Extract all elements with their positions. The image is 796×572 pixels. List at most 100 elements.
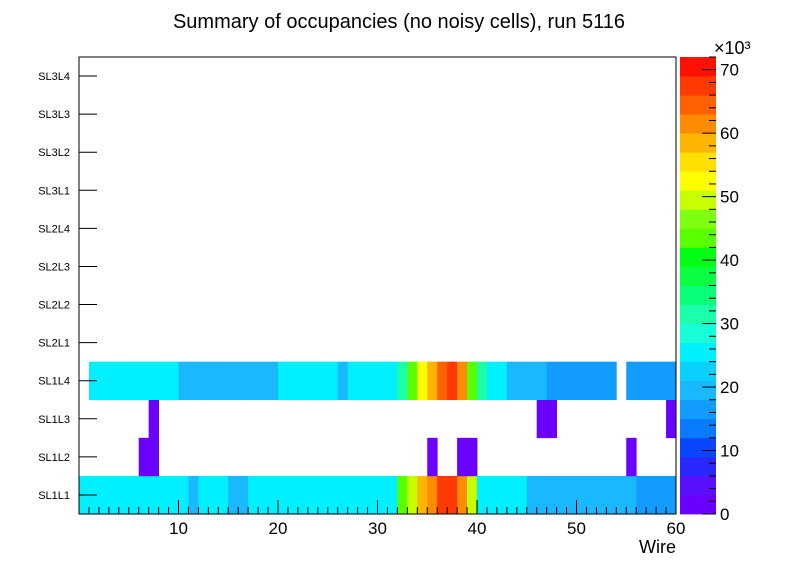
heatmap-cell bbox=[516, 475, 528, 515]
palette-swatch bbox=[680, 152, 716, 172]
palette-swatch bbox=[680, 342, 716, 363]
heatmap-cell bbox=[397, 475, 408, 515]
heatmap-cell bbox=[228, 361, 239, 401]
heatmap-cell bbox=[148, 361, 159, 401]
heatmap-cell bbox=[536, 475, 548, 515]
heatmap-cell bbox=[576, 475, 587, 515]
heatmap-cell bbox=[477, 475, 488, 515]
heatmap-cell bbox=[467, 475, 478, 515]
x-axis: 10 20 30 40 50 60 bbox=[88, 500, 685, 538]
x-tick-label: 40 bbox=[468, 519, 487, 538]
heatmap-cell bbox=[586, 361, 597, 401]
palette-swatch bbox=[680, 209, 716, 229]
heatmap-cell bbox=[178, 475, 189, 515]
heatmap-cell bbox=[168, 361, 179, 401]
palette-swatch bbox=[680, 380, 716, 401]
heatmap-cell bbox=[128, 361, 140, 401]
heatmap-cell bbox=[347, 361, 358, 401]
heatmap-cell bbox=[546, 361, 557, 401]
heatmap-cell bbox=[148, 475, 159, 515]
heatmap-cell bbox=[188, 361, 199, 401]
heatmap-cell bbox=[457, 437, 468, 477]
heatmap-cell bbox=[287, 475, 299, 515]
heatmap-cell bbox=[258, 361, 269, 401]
heatmap-cell bbox=[516, 361, 528, 401]
heatmap-cell bbox=[427, 361, 438, 401]
heatmap-cell bbox=[377, 361, 388, 401]
plot-frame bbox=[78, 56, 677, 515]
palette-swatch bbox=[680, 95, 716, 115]
palette-swatch bbox=[680, 418, 716, 439]
heatmap-cell bbox=[198, 475, 209, 515]
heatmap-cell bbox=[98, 475, 110, 515]
z-tick-label: 40 bbox=[720, 251, 739, 270]
palette-swatch bbox=[680, 133, 716, 153]
heatmap-cell bbox=[636, 475, 647, 515]
palette-swatch bbox=[680, 494, 716, 515]
heatmap-cell bbox=[626, 437, 637, 477]
color-palette bbox=[680, 57, 716, 515]
heatmap-cell bbox=[168, 475, 179, 515]
x-tick-label: 20 bbox=[269, 519, 288, 538]
heatmap-cell bbox=[128, 475, 140, 515]
heatmap-cell bbox=[427, 475, 438, 515]
heatmap-cell bbox=[278, 361, 289, 401]
heatmap-cell bbox=[178, 361, 189, 401]
heatmap-cell bbox=[138, 475, 150, 515]
heatmap-cell bbox=[118, 475, 130, 515]
heatmap-cell bbox=[317, 361, 329, 401]
heatmap-cell bbox=[367, 475, 378, 515]
palette-swatch bbox=[680, 76, 716, 96]
heatmap-cell bbox=[357, 475, 368, 515]
y-tick-label: SL1L4 bbox=[38, 376, 70, 388]
palette-swatch bbox=[680, 361, 716, 382]
heatmap-cell bbox=[437, 475, 448, 515]
heatmap-cell bbox=[268, 475, 279, 515]
heatmap-cell bbox=[387, 475, 398, 515]
heatmap-cell bbox=[427, 437, 438, 477]
y-tick-label: SL2L4 bbox=[38, 223, 70, 235]
palette-swatch bbox=[680, 323, 716, 344]
heatmap-cell bbox=[486, 475, 498, 515]
heatmap-cell bbox=[377, 475, 388, 515]
z-tick-label: 0 bbox=[720, 505, 729, 524]
heatmap-cell bbox=[297, 475, 309, 515]
z-axis: 0 10 20 30 40 50 60 70 bbox=[702, 56, 739, 524]
palette-swatch bbox=[680, 57, 716, 77]
heatmap-cell bbox=[457, 361, 468, 401]
z-tick-label: 50 bbox=[720, 188, 739, 207]
heatmap-cell bbox=[546, 475, 557, 515]
heatmap-cells bbox=[79, 361, 677, 515]
heatmap-cell bbox=[208, 475, 219, 515]
heatmap-cell bbox=[337, 361, 349, 401]
heatmap-cell bbox=[337, 475, 349, 515]
heatmap-cell bbox=[148, 399, 159, 439]
heatmap-cell bbox=[616, 475, 627, 515]
heatmap-cell bbox=[297, 361, 309, 401]
heatmap-cell bbox=[407, 361, 418, 401]
palette-swatch bbox=[680, 437, 716, 458]
heatmap-cell bbox=[307, 361, 319, 401]
heatmap-cell bbox=[606, 361, 617, 401]
chart-title: Summary of occupancies (no noisy cells),… bbox=[173, 11, 625, 33]
heatmap-cell bbox=[486, 361, 498, 401]
heatmap-cell bbox=[596, 361, 607, 401]
heatmap-cell bbox=[556, 361, 567, 401]
heatmap-cell bbox=[496, 361, 508, 401]
heatmap-cell bbox=[566, 475, 577, 515]
y-tick-label: SL2L2 bbox=[38, 300, 70, 312]
z-axis-multiplier: ×10³ bbox=[714, 38, 751, 58]
palette-swatch bbox=[680, 228, 716, 248]
palette-swatch bbox=[680, 475, 716, 496]
heatmap-cell bbox=[268, 361, 279, 401]
palette-swatch bbox=[680, 114, 716, 134]
heatmap-cell bbox=[656, 475, 667, 515]
heatmap-cell bbox=[447, 361, 458, 401]
heatmap-cell bbox=[248, 361, 259, 401]
y-tick-label: SL2L3 bbox=[38, 261, 70, 273]
heatmap-cell bbox=[188, 475, 199, 515]
heatmap-cell bbox=[666, 475, 677, 515]
heatmap-cell bbox=[646, 475, 657, 515]
heatmap-cell bbox=[626, 361, 637, 401]
palette-swatch bbox=[680, 266, 716, 286]
